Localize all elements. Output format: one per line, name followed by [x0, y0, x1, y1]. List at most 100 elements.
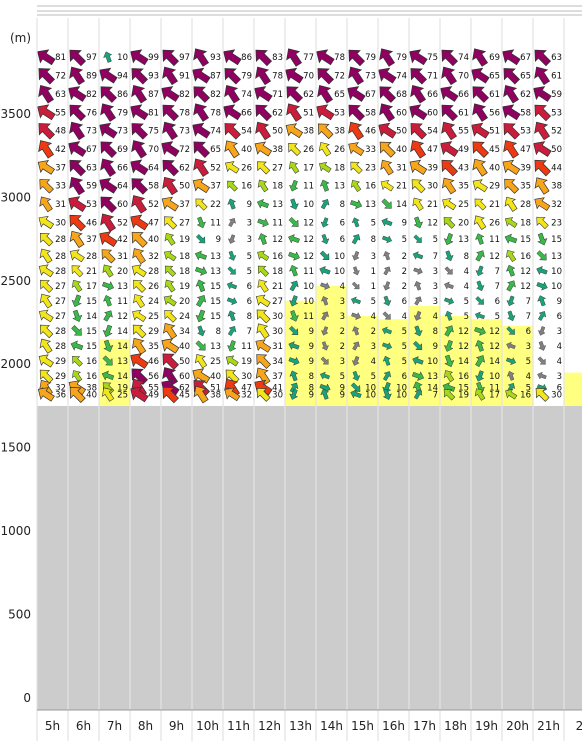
wind-speed-label: 75: [148, 127, 159, 137]
wind-speed-label: 17: [86, 282, 97, 292]
wind-arrow: [443, 389, 456, 401]
wind-arrow: [255, 339, 272, 353]
wind-speed-label: 29: [55, 357, 66, 367]
wind-speed-label: 3: [433, 267, 438, 277]
wind-arrow: [37, 387, 55, 402]
wind-speed-label: 82: [86, 90, 97, 100]
wind-speed-label: 59: [86, 182, 97, 192]
wind-speed-label: 7: [526, 297, 531, 307]
wind-speed-label: 6: [340, 235, 345, 245]
wind-speed-label: 73: [86, 127, 97, 137]
wind-speed-label: 65: [489, 72, 500, 82]
wind-arrow: [194, 354, 208, 369]
wind-arrow: [472, 86, 490, 103]
wind-arrow: [378, 122, 397, 139]
wind-speed-label: 30: [241, 372, 252, 382]
wind-arrow: [348, 49, 366, 67]
wind-speed-label: 4: [464, 267, 469, 277]
wind-arrow: [413, 389, 423, 400]
wind-speed-label: 63: [55, 90, 66, 100]
wind-speed-label: 4: [371, 312, 376, 322]
wind-speed-label: 37: [272, 372, 283, 382]
wind-arrow: [288, 143, 302, 157]
wind-speed-label: 26: [241, 163, 252, 173]
wind-speed-label: 65: [334, 90, 345, 100]
wind-speed-label: 14: [396, 200, 407, 210]
wind-speed-label: 16: [86, 357, 97, 367]
wind-arrow: [381, 217, 393, 227]
wind-arrow: [289, 295, 299, 307]
wind-arrow: [320, 388, 330, 400]
wind-arrow: [474, 326, 486, 336]
wind-arrow: [254, 86, 273, 102]
wind-arrow: [255, 367, 271, 385]
wind-arrow: [351, 234, 361, 245]
wind-speed-label: 78: [334, 53, 345, 63]
wind-arrow: [102, 324, 113, 338]
wind-speed-label: 70: [148, 145, 159, 155]
wind-arrow: [379, 141, 396, 158]
wind-arrow: [100, 86, 118, 103]
wind-speed-label: 47: [241, 384, 252, 394]
wind-speed-label: 46: [148, 357, 159, 367]
wind-arrow: [475, 250, 485, 262]
wind-arrow: [380, 180, 394, 192]
wind-speed-label: 86: [117, 90, 128, 100]
wind-arrow: [257, 179, 269, 193]
wind-speed-label: 10: [551, 282, 562, 292]
wind-speed-label: 3: [340, 312, 345, 322]
wind-arrow: [321, 233, 330, 245]
wind-speed-label: 11: [117, 297, 128, 307]
wind-arrow: [131, 178, 149, 195]
wind-speed-label: 29: [148, 327, 159, 337]
wind-arrow: [163, 322, 178, 340]
wind-speed-label: 53: [520, 127, 531, 137]
wind-speed-label: 52: [148, 200, 159, 210]
wind-speed-label: 3: [371, 342, 376, 352]
wind-arrow: [39, 324, 54, 339]
wind-arrow: [68, 141, 87, 157]
wind-arrow: [351, 356, 360, 366]
wind-speed-label: 13: [334, 182, 345, 192]
wind-speed-label: 17: [489, 390, 500, 400]
wind-arrow: [350, 179, 362, 192]
wind-speed-label: 28: [55, 267, 66, 277]
wind-speed-label: 29: [55, 372, 66, 382]
wind-arrow: [223, 104, 242, 121]
wind-speed-label: 20: [117, 267, 128, 277]
wind-arrow: [164, 216, 178, 230]
wind-speed-label: 1: [371, 267, 376, 277]
y-tick-label: 0: [23, 691, 31, 705]
wind-arrow: [383, 251, 391, 261]
wind-speed-label: 50: [179, 357, 190, 367]
wind-speed-label: 81: [148, 108, 159, 118]
wind-arrow: [535, 388, 550, 402]
wind-arrow: [504, 217, 518, 228]
wind-speed-label: 62: [179, 384, 190, 394]
wind-speed-label: 83: [272, 53, 283, 63]
wind-speed-label: 37: [86, 235, 97, 245]
wind-speed-label: 59: [551, 90, 562, 100]
wind-speed-label: 39: [427, 163, 438, 173]
wind-arrow: [537, 295, 547, 307]
wind-speed-label: 13: [272, 200, 283, 210]
x-tick-label: 14h: [320, 719, 343, 733]
wind-arrow: [130, 353, 149, 369]
wind-arrow: [536, 265, 548, 275]
wind-arrow: [132, 248, 146, 265]
wind-speed-label: 69: [117, 145, 128, 155]
wind-arrow: [162, 104, 180, 122]
wind-speed-label: 66: [117, 163, 128, 173]
wind-arrow: [100, 158, 117, 177]
wind-arrow: [257, 233, 268, 245]
wind-arrow: [503, 68, 521, 85]
wind-speed-label: 37: [55, 163, 66, 173]
wind-arrow: [227, 180, 238, 192]
wind-arrow: [161, 86, 180, 102]
wind-arrow: [38, 140, 55, 159]
wind-speed-label: 24: [179, 312, 190, 322]
wind-speed-label: 16: [272, 252, 283, 262]
wind-arrow: [38, 264, 54, 278]
wind-arrow: [348, 66, 365, 86]
wind-speed-label: 8: [340, 200, 345, 210]
